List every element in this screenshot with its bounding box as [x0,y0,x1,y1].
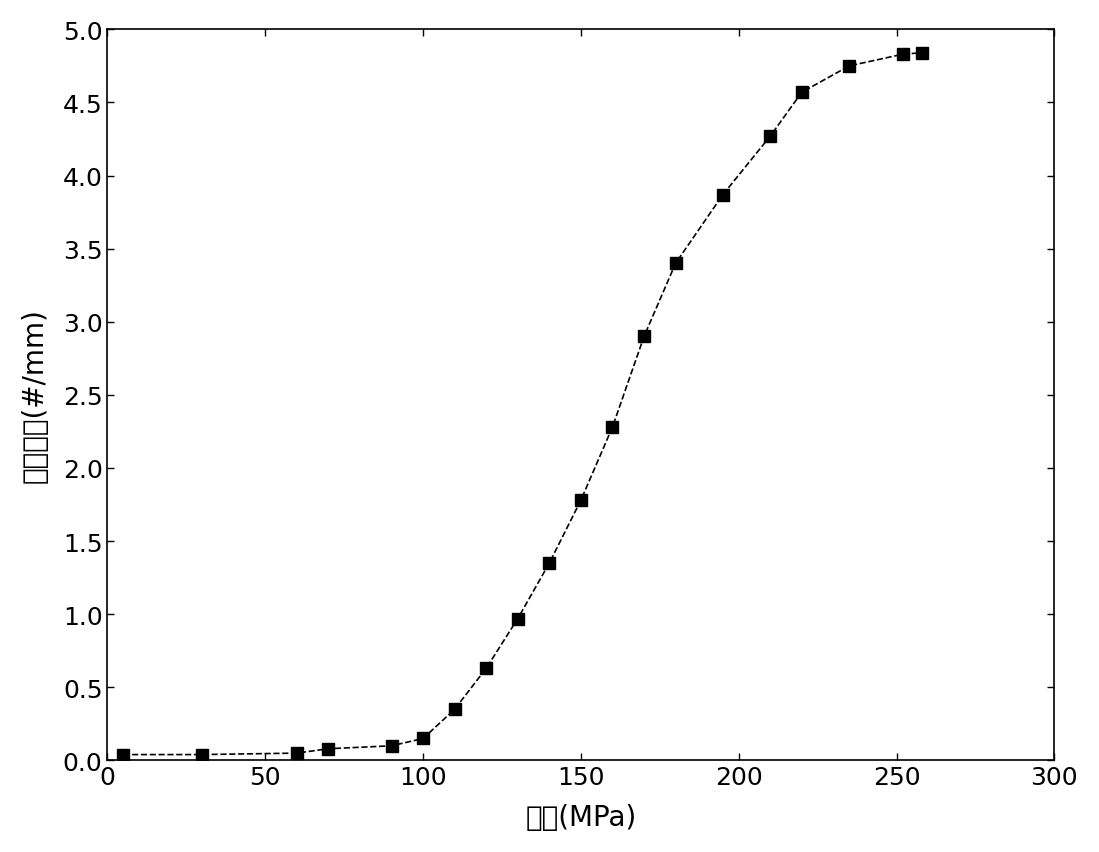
X-axis label: 载荷(MPa): 载荷(MPa) [525,803,636,832]
Y-axis label: 裂纹密度(#/mm): 裂纹密度(#/mm) [21,308,48,483]
